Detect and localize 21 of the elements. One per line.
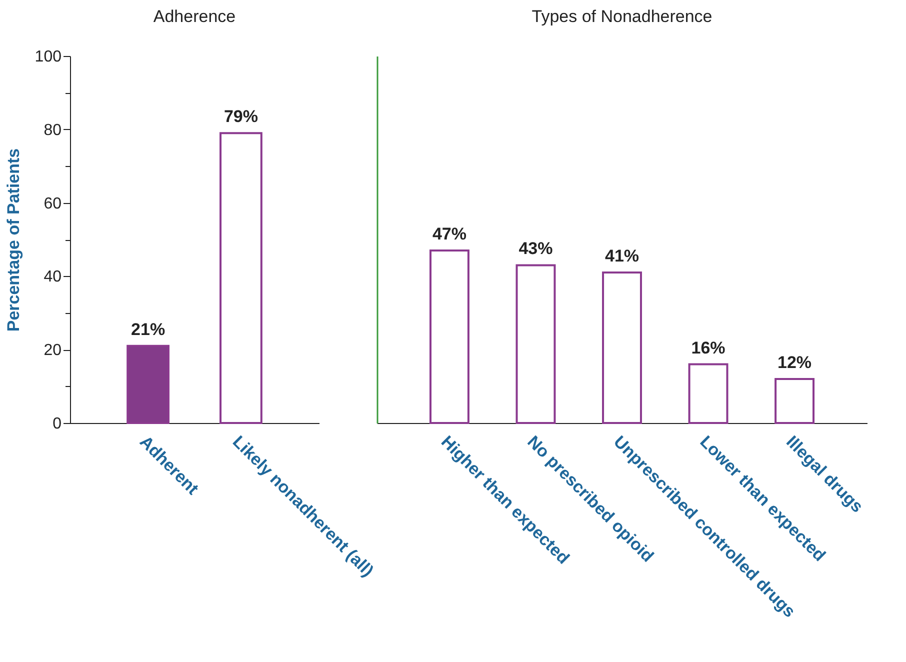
bar bbox=[602, 272, 642, 424]
data-label: 47% bbox=[432, 224, 466, 244]
data-label: 12% bbox=[778, 352, 812, 372]
bar bbox=[516, 264, 556, 424]
y-tick-label: 20 bbox=[44, 342, 62, 360]
data-label: 79% bbox=[224, 107, 258, 126]
y-tick-label: 0 bbox=[52, 416, 62, 432]
y-tick-label: 40 bbox=[44, 268, 62, 286]
y-tick-label: 100 bbox=[34, 48, 62, 66]
chart-title: Adherence bbox=[153, 7, 236, 26]
data-label: 21% bbox=[131, 320, 166, 339]
y-tick-label: 60 bbox=[44, 195, 62, 212]
bar bbox=[774, 378, 815, 424]
chart-title: Types of Nonadherence bbox=[532, 7, 712, 26]
data-label: 43% bbox=[518, 239, 553, 258]
y-tick-label: 80 bbox=[44, 122, 62, 139]
data-label: 41% bbox=[604, 246, 640, 266]
bar bbox=[429, 250, 470, 424]
y-axis-title: Percentage of Patients bbox=[4, 148, 23, 332]
data-label: 16% bbox=[691, 338, 726, 358]
bar bbox=[688, 363, 728, 424]
